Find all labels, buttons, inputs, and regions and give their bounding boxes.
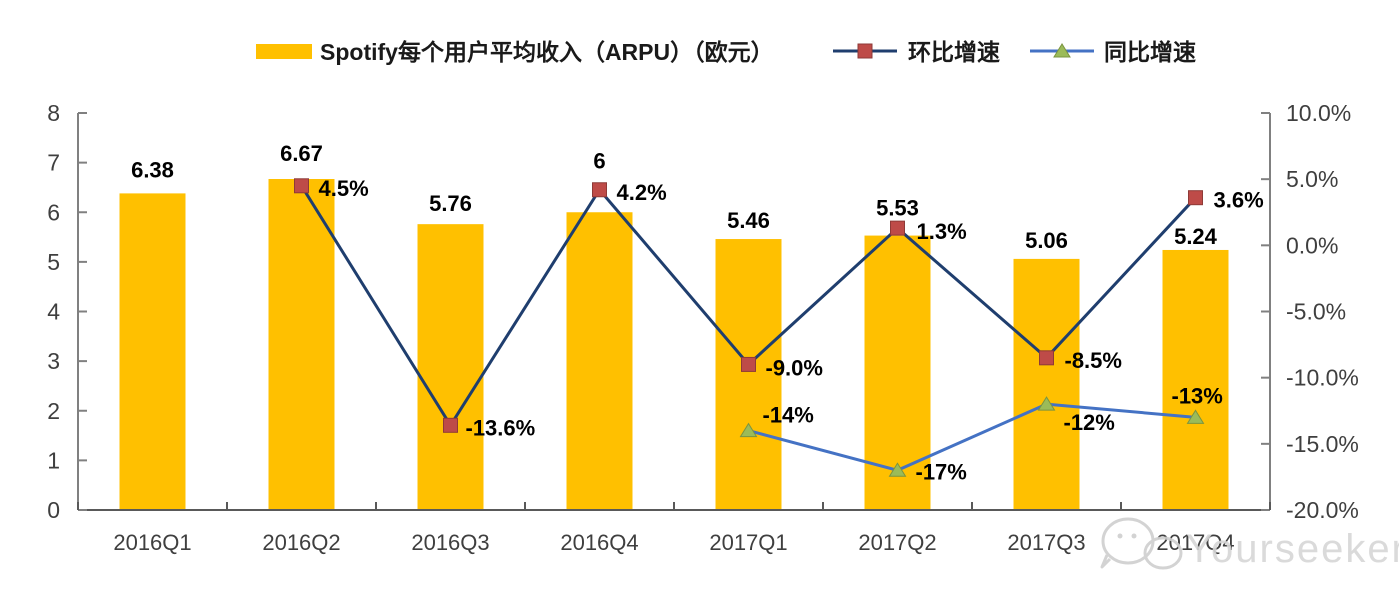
yoy-marker-2017Q3: [1037, 396, 1056, 411]
yoy-value-label: -14%: [763, 403, 814, 428]
legend-qoq-marker-icon: [857, 43, 873, 59]
qoq-value-label: 4.2%: [617, 180, 667, 205]
legend-qoq-label: 环比增速: [908, 39, 1000, 65]
line-yoy: [748, 402, 1196, 472]
yoy-value-label: -12%: [1064, 410, 1115, 435]
watermark-text: Yourseeker: [1186, 527, 1399, 571]
legend-yoy-marker-icon: [1053, 43, 1071, 58]
qoq-marker-2017Q3: [1039, 350, 1054, 366]
qoq-marker-2016Q3: [443, 417, 458, 433]
left-axis-tick-label: 5: [47, 249, 60, 275]
bar-2016Q3: [417, 224, 484, 510]
yoy-value-label: -17%: [916, 459, 967, 484]
x-axis-label-2017Q3: 2017Q3: [1007, 530, 1085, 555]
qoq-marker-2017Q4: [1188, 190, 1203, 206]
x-axis-label-2017Q2: 2017Q2: [858, 530, 936, 555]
qoq-value-label: 1.3%: [917, 219, 967, 244]
x-axis-label-2016Q3: 2016Q3: [411, 530, 489, 555]
bar-value-label: 6.38: [131, 157, 174, 182]
right-axis-tick-label: 0.0%: [1286, 232, 1338, 258]
x-axis-label-2017Q4: 2017Q4: [1156, 530, 1234, 555]
qoq-value-label: -8.5%: [1065, 348, 1122, 373]
qoq-marker-2017Q2: [890, 220, 905, 236]
right-axis-tick-label: 5.0%: [1286, 166, 1338, 192]
x-axis-label-2017Q1: 2017Q1: [709, 530, 787, 555]
bar-value-label: 5.24: [1174, 224, 1218, 249]
legend-bar-swatch: [256, 44, 312, 59]
yoy-marker-2017Q2: [888, 462, 907, 477]
qoq-value-label: -9.0%: [766, 355, 823, 380]
right-axis-tick-label: -10.0%: [1286, 365, 1359, 391]
left-axis-tick-label: 7: [47, 150, 60, 176]
bar-value-label: 5.46: [727, 208, 770, 233]
bar-2017Q4: [1162, 249, 1229, 510]
qoq-value-label: 3.6%: [1214, 188, 1264, 213]
left-axis-tick-label: 2: [47, 398, 60, 424]
right-axis-tick-label: -20.0%: [1286, 497, 1359, 523]
left-axis-tick-label: 6: [47, 199, 60, 225]
bar-value-label: 5.76: [429, 191, 472, 216]
qoq-value-label: 4.5%: [319, 176, 369, 201]
legend-yoy-label: 同比增速: [1104, 39, 1196, 65]
qoq-marker-2017Q1: [741, 356, 756, 372]
left-axis-tick-label: 4: [47, 299, 60, 325]
x-axis-label-2016Q2: 2016Q2: [262, 530, 340, 555]
left-axis-tick-label: 0: [47, 497, 60, 523]
right-axis-tick-label: -15.0%: [1286, 431, 1359, 457]
bar-value-label: 6.67: [280, 141, 323, 166]
bar-2017Q1: [715, 239, 782, 511]
yoy-marker-2017Q4: [1186, 409, 1205, 424]
bar-value-label: 6: [593, 148, 605, 173]
yoy-value-label: -13%: [1172, 383, 1223, 408]
bar-2016Q1: [119, 193, 186, 510]
yoy-marker-2017Q1: [739, 422, 758, 438]
bar-2016Q4: [566, 212, 633, 510]
right-axis-tick-label: 10.0%: [1286, 100, 1351, 126]
bar-2017Q3: [1013, 258, 1080, 510]
qoq-marker-2016Q2: [294, 178, 309, 194]
qoq-marker-2016Q4: [592, 182, 607, 198]
x-axis-label-2016Q4: 2016Q4: [560, 530, 638, 555]
x-axis-label-2016Q1: 2016Q1: [113, 530, 191, 555]
qoq-value-label: -13.6%: [466, 415, 536, 440]
left-axis-tick-label: 8: [47, 100, 60, 126]
bar-value-label: 5.53: [876, 196, 919, 221]
wechat-icon-small-bubble: [1143, 536, 1183, 570]
bar-value-label: 5.06: [1025, 228, 1068, 253]
watermark: Yourseeker: [1100, 517, 1399, 571]
legend-bar-label: Spotify每个用户平均收入（ARPU）（欧元）: [320, 39, 774, 65]
bar-2016Q2: [268, 179, 335, 510]
left-axis-tick-label: 1: [47, 447, 60, 473]
right-axis-tick-label: -5.0%: [1286, 299, 1346, 325]
left-axis-tick-label: 3: [47, 348, 60, 374]
